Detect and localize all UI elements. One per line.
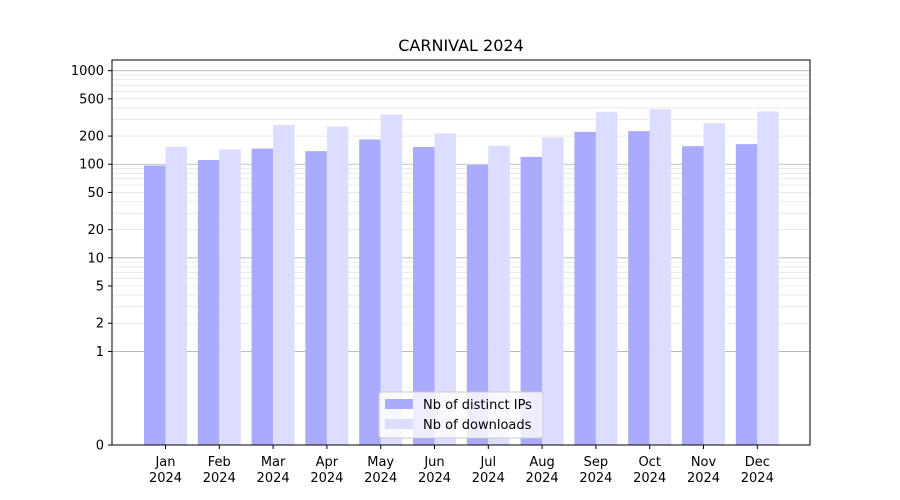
y-tick-label: 20 <box>87 223 104 238</box>
x-tick-label-month: Jul <box>479 455 496 470</box>
x-axis: Jan2024Feb2024Mar2024Apr2024May2024Jun20… <box>149 445 774 486</box>
y-tick-label: 50 <box>87 186 104 201</box>
x-tick-label-month: Nov <box>691 455 717 470</box>
y-tick-label: 1000 <box>71 64 104 79</box>
x-tick-label-year: 2024 <box>257 471 290 486</box>
legend-label: Nb of downloads <box>423 418 532 433</box>
y-tick-label: 0 <box>96 439 104 454</box>
y-tick-label: 500 <box>79 92 104 107</box>
bar-distinct-ips <box>628 131 650 445</box>
x-tick-label-month: Dec <box>745 455 770 470</box>
x-tick-label-year: 2024 <box>149 471 182 486</box>
bar-distinct-ips <box>251 148 274 445</box>
y-tick-label: 2 <box>96 317 104 332</box>
x-tick-label-month: Jan <box>154 455 175 470</box>
y-tick-label: 5 <box>96 280 104 295</box>
y-tick-label: 200 <box>79 130 104 145</box>
x-tick-label-year: 2024 <box>526 471 559 486</box>
y-axis: 0 1 2 5 10 20 50 100 200 500 1000 <box>71 64 112 454</box>
legend: Nb of distinct IPs Nb of downloads <box>378 391 544 439</box>
bar-downloads <box>380 114 403 445</box>
bar-distinct-ips <box>574 131 596 445</box>
bars <box>144 109 779 446</box>
x-tick-label-month: Oct <box>638 455 660 470</box>
bar-downloads <box>757 111 779 445</box>
bar-distinct-ips <box>359 139 381 445</box>
bar-downloads <box>649 109 672 445</box>
x-tick-label-year: 2024 <box>472 471 505 486</box>
x-tick-label-month: Aug <box>529 455 554 470</box>
bar-distinct-ips <box>466 165 489 445</box>
x-tick-label-year: 2024 <box>687 471 720 486</box>
y-tick-label: 10 <box>87 251 104 266</box>
x-tick-label-month: Mar <box>261 455 286 470</box>
chart-title: CARNIVAL 2024 <box>398 36 524 55</box>
bar-distinct-ips <box>735 144 758 445</box>
plot-frame <box>111 59 811 446</box>
y-tick-label: 1 <box>96 345 104 360</box>
bar-downloads <box>595 111 618 446</box>
bar-downloads <box>488 145 510 445</box>
x-tick-label-month: Apr <box>316 455 339 470</box>
legend-box <box>378 391 544 439</box>
x-tick-label-year: 2024 <box>310 471 343 486</box>
bar-downloads <box>703 123 725 446</box>
bar-distinct-ips <box>413 146 435 446</box>
x-tick-label-month: May <box>367 455 394 470</box>
x-tick-label-year: 2024 <box>633 471 666 486</box>
legend-label: Nb of distinct IPs <box>423 398 532 413</box>
bar-distinct-ips <box>682 146 704 445</box>
bar-distinct-ips <box>520 156 543 446</box>
bar-downloads <box>542 137 564 446</box>
bar-downloads <box>273 124 295 445</box>
x-tick-label-year: 2024 <box>203 471 236 486</box>
x-tick-label-month: Sep <box>584 455 609 470</box>
bar-downloads <box>434 133 456 445</box>
x-tick-label-year: 2024 <box>418 471 451 486</box>
bar-downloads <box>165 146 187 446</box>
y-tick-label: 100 <box>79 158 104 173</box>
legend-swatch <box>385 399 413 409</box>
x-tick-label-year: 2024 <box>741 471 774 486</box>
bar-distinct-ips <box>305 151 327 446</box>
bar-distinct-ips <box>144 165 166 446</box>
bar-distinct-ips <box>197 160 220 445</box>
x-tick-label-month: Feb <box>208 455 231 470</box>
x-tick-label-year: 2024 <box>579 471 612 486</box>
x-tick-label-month: Jun <box>423 455 444 470</box>
bar-downloads <box>326 126 349 445</box>
legend-swatch <box>385 419 413 429</box>
x-tick-label-year: 2024 <box>364 471 397 486</box>
bar-downloads <box>219 149 241 445</box>
